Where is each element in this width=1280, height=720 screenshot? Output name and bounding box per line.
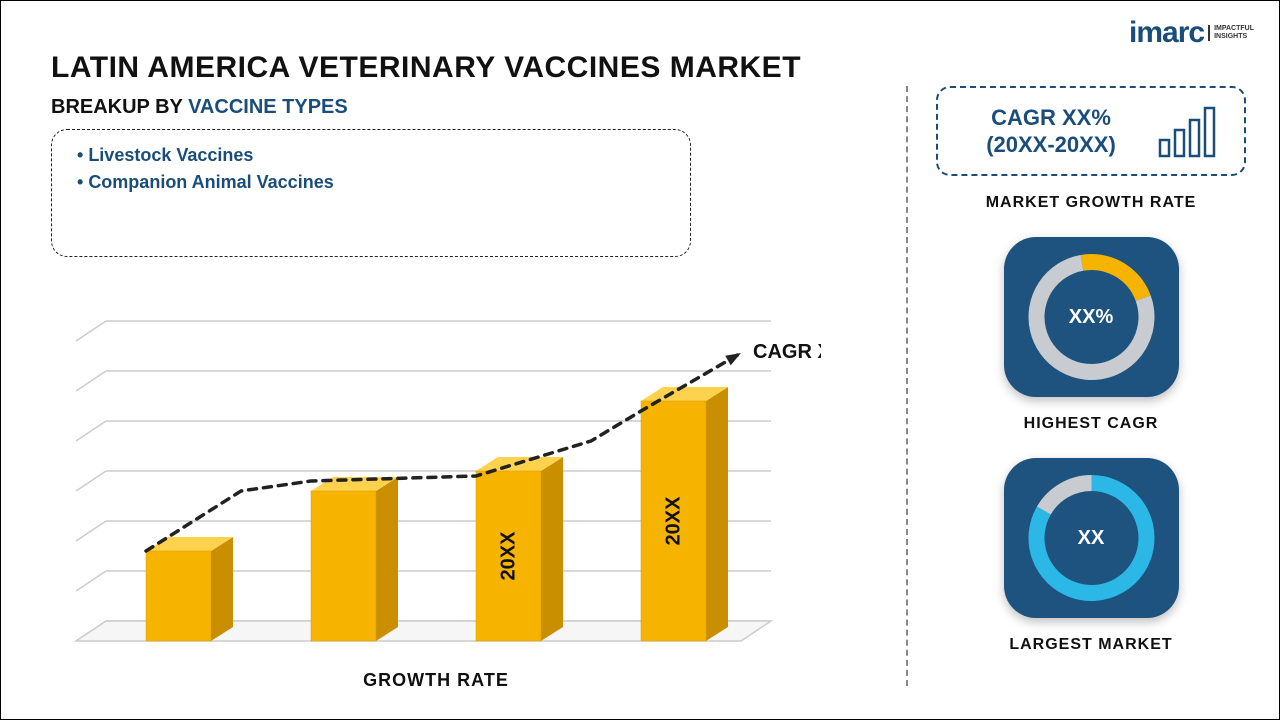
bars-icon [1156,102,1226,160]
right-column: CAGR XX%(20XX-20XX) MARKET GROWTH RATE X… [936,86,1246,654]
list-item: Companion Animal Vaccines [77,169,665,196]
breakup-heading: BREAKUP BY VACCINE TYPES [51,96,871,119]
page-title: LATIN AMERICA VETERINARY VACCINES MARKET [51,51,801,85]
chart-xlabel: GROWTH RATE [51,670,821,691]
logo-tagline: IMPACTFULINSIGHTS [1208,25,1254,40]
panel-label-growth: MARKET GROWTH RATE [936,194,1246,212]
svg-text:CAGR XX%: CAGR XX% [753,341,821,363]
breakup-heading-prefix: BREAKUP BY [51,96,188,118]
highest-cagr-tile: XX% [1004,237,1179,397]
svg-text:20XX: 20XX [498,531,520,581]
breakup-box: Livestock Vaccines Companion Animal Vacc… [51,129,691,257]
chart-svg: 20XX 20XX CAGR XX% [51,271,821,691]
cagr-text: CAGR XX%(20XX-20XX) [956,104,1146,159]
logo-text: imarc [1129,16,1204,50]
left-column: BREAKUP BY VACCINE TYPES Livestock Vacci… [51,96,871,257]
panel-label-highest: HIGHEST CAGR [936,415,1246,433]
tile-center-text: XX% [1069,306,1113,329]
largest-market-tile: XX [1004,458,1179,618]
tile-center-text: XX [1078,527,1105,550]
growth-rate-chart: 20XX 20XX CAGR XX% GROWTH RATE [51,271,821,691]
panel-label-largest: LARGEST MARKET [936,636,1246,654]
svg-text:20XX: 20XX [663,496,685,546]
breakup-heading-accent: VACCINE TYPES [188,96,348,118]
cagr-box: CAGR XX%(20XX-20XX) [936,86,1246,176]
list-item: Livestock Vaccines [77,142,665,169]
breakup-list: Livestock Vaccines Companion Animal Vacc… [77,142,665,196]
brand-logo: imarc IMPACTFULINSIGHTS [1129,16,1254,50]
vertical-divider [906,86,908,686]
